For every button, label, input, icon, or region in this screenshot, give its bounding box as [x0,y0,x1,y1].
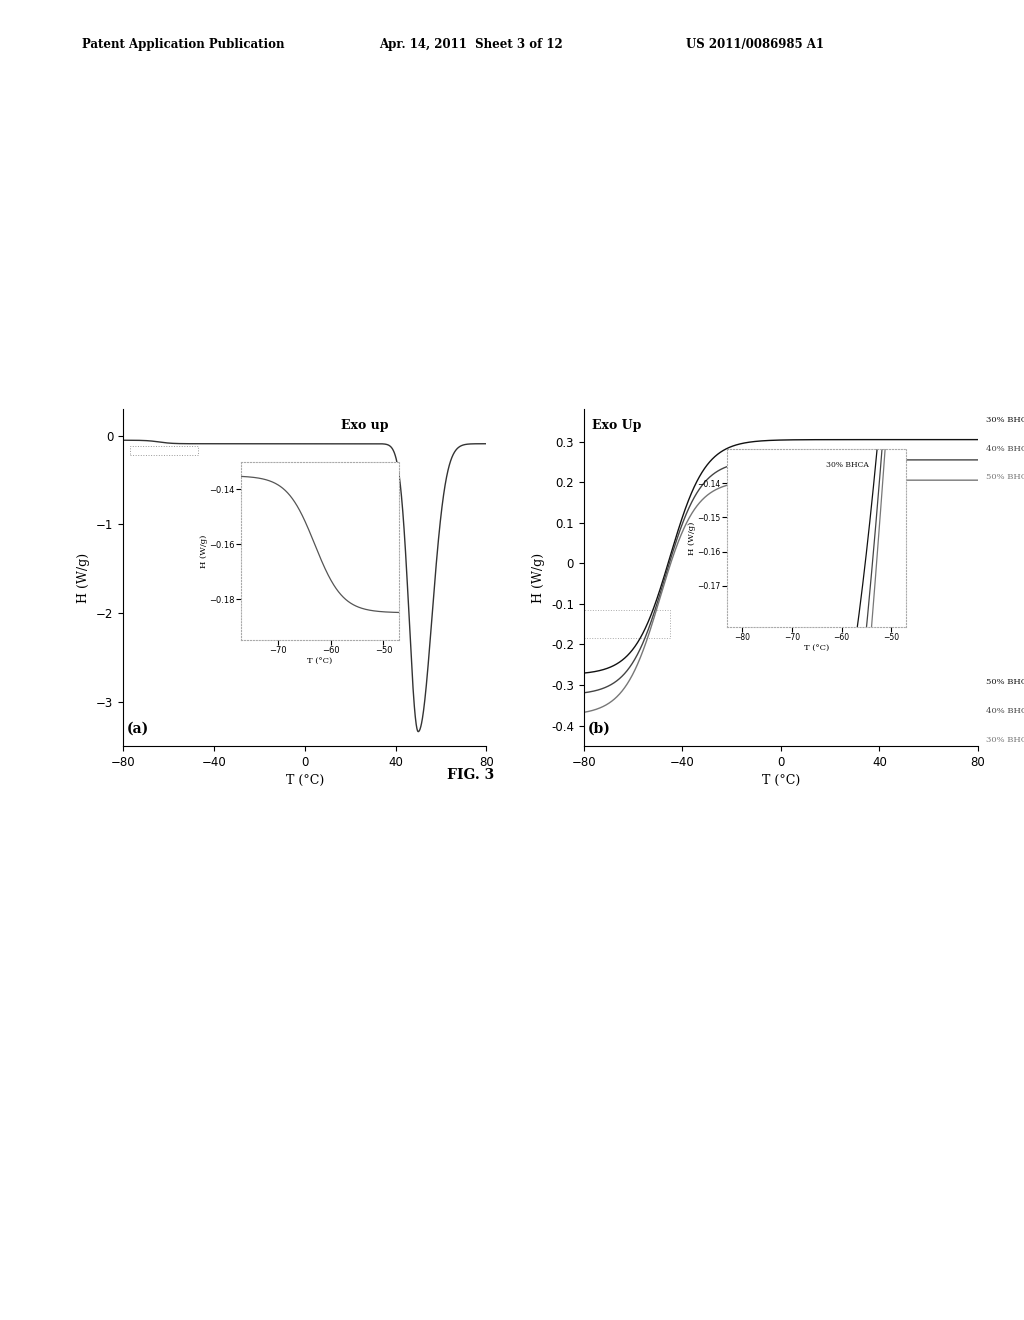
Text: (a): (a) [127,721,148,735]
Text: FIG. 3: FIG. 3 [447,768,495,781]
Text: Patent Application Publication: Patent Application Publication [82,37,285,50]
Text: Exo Up: Exo Up [592,420,641,432]
X-axis label: T (°C): T (°C) [804,644,829,652]
Text: 30% BHCA: 30% BHCA [986,416,1024,424]
Y-axis label: H (W/g): H (W/g) [688,521,696,554]
Y-axis label: H (W/g): H (W/g) [77,553,90,602]
X-axis label: T (°C): T (°C) [762,774,800,787]
Text: (b): (b) [588,721,610,735]
Text: 30% BHCA: 30% BHCA [986,735,1024,743]
Text: 50% BHCA: 50% BHCA [986,473,1024,482]
Text: 50% BHCA: 50% BHCA [986,678,1024,686]
X-axis label: T (°C): T (°C) [307,657,333,665]
Bar [584,610,670,639]
Text: Apr. 14, 2011  Sheet 3 of 12: Apr. 14, 2011 Sheet 3 of 12 [379,37,562,50]
X-axis label: T (°C): T (°C) [286,774,324,787]
Text: US 2011/0086985 A1: US 2011/0086985 A1 [686,37,824,50]
Text: Exo up: Exo up [341,420,388,432]
Text: 40% BHCA: 40% BHCA [986,708,1024,715]
Y-axis label: H (W/g): H (W/g) [532,553,546,602]
Bar [130,446,198,455]
Y-axis label: H (W/g): H (W/g) [200,535,208,568]
Text: 40% BHCA: 40% BHCA [986,445,1024,453]
Text: 30% BHCA: 30% BHCA [825,461,868,469]
